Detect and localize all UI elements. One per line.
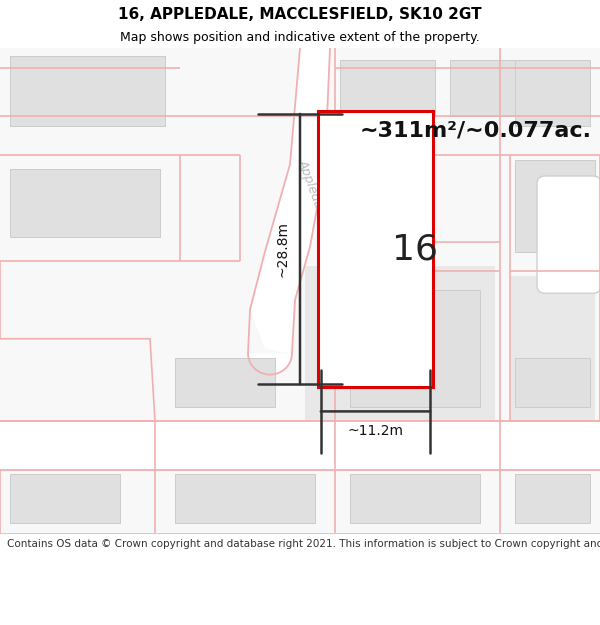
Bar (515, 358, 590, 406)
FancyBboxPatch shape (537, 176, 600, 293)
Text: Contains OS data © Crown copyright and database right 2021. This information is : Contains OS data © Crown copyright and d… (7, 539, 600, 549)
Bar (515, 474, 590, 522)
Text: ~28.8m: ~28.8m (275, 221, 289, 277)
Bar (345, 266, 490, 421)
Bar (340, 60, 435, 116)
Text: Appledale: Appledale (295, 157, 329, 220)
Bar (340, 276, 415, 339)
Polygon shape (248, 353, 292, 374)
Text: ~11.2m: ~11.2m (347, 424, 404, 438)
Bar (515, 60, 590, 126)
Bar (510, 276, 595, 421)
Bar (318, 111, 433, 387)
Bar (175, 474, 315, 522)
Text: ~311m²/~0.077ac.: ~311m²/~0.077ac. (360, 121, 592, 141)
Text: 16, APPLEDALE, MACCLESFIELD, SK10 2GT: 16, APPLEDALE, MACCLESFIELD, SK10 2GT (118, 7, 482, 22)
Bar (175, 358, 275, 406)
Bar (0, 421, 600, 469)
Text: 16: 16 (392, 232, 439, 266)
Bar (450, 60, 560, 116)
Bar (350, 290, 480, 406)
Bar (10, 56, 165, 126)
Polygon shape (250, 48, 330, 353)
Bar (340, 174, 420, 237)
Text: Map shows position and indicative extent of the property.: Map shows position and indicative extent… (120, 31, 480, 44)
Bar (10, 474, 120, 522)
Bar (305, 266, 495, 421)
Bar (515, 159, 595, 251)
Bar (10, 169, 160, 237)
Bar (350, 474, 480, 522)
